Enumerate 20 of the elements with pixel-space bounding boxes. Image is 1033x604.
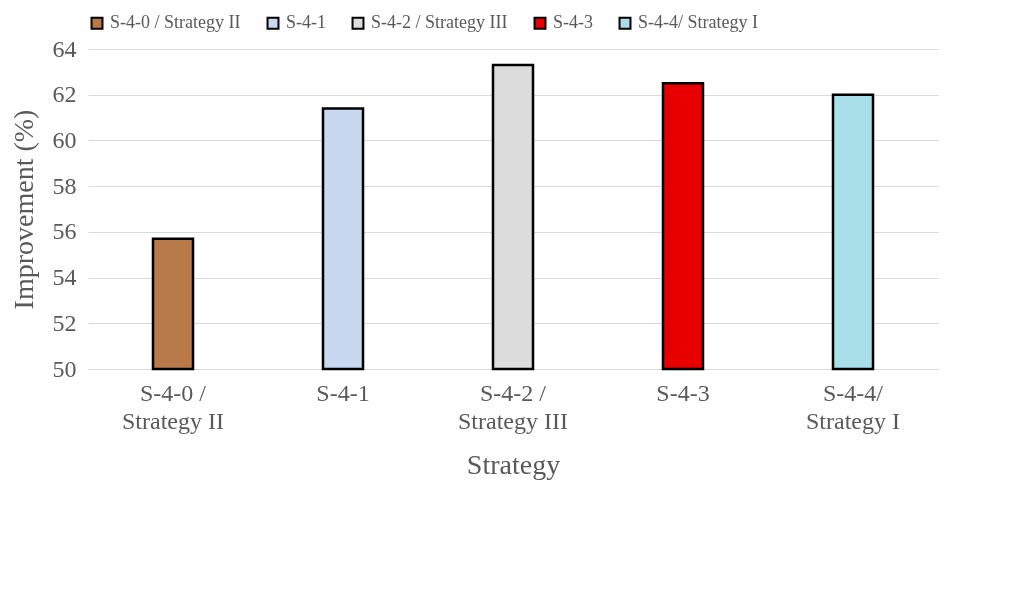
y-tick-label: 52: [52, 309, 77, 336]
x-axis-title: Strategy: [466, 448, 561, 480]
x-tick-label: S-4-2 / Strategy III: [458, 379, 568, 434]
y-axis-title: Improvement (%): [7, 109, 39, 310]
y-tick-label: 50: [52, 355, 77, 382]
x-tick-label: S-4-3: [656, 379, 710, 406]
y-tick-label: 62: [52, 81, 77, 108]
legend-label: S-4-2 / Strategy III: [371, 12, 508, 33]
legend-label: S-4-4/ Strategy I: [638, 12, 758, 33]
y-tick-label: 56: [52, 218, 77, 245]
legend-label: S-4-3: [553, 12, 593, 33]
x-tick-label: S-4-4/ Strategy I: [806, 379, 900, 434]
legend-label: S-4-1: [286, 12, 326, 33]
legend-label: S-4-0 / Strategy II: [110, 12, 241, 33]
y-tick-label: 64: [52, 35, 77, 62]
y-tick-label: 54: [52, 264, 77, 291]
x-tick-label: S-4-1: [316, 379, 370, 406]
y-tick-label: 58: [52, 172, 77, 199]
y-tick-label: 60: [52, 126, 77, 153]
x-tick-label: S-4-0 / Strategy II: [122, 379, 224, 434]
